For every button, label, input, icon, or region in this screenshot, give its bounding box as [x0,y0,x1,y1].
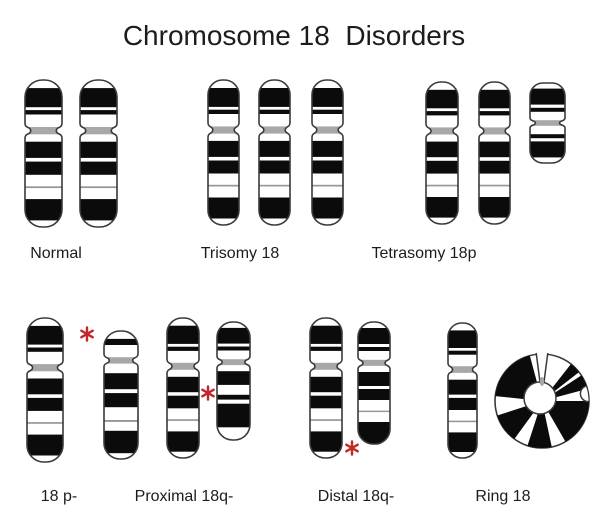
chromosome-deleted-18p [103,330,139,460]
label-trisomy-18: Trisomy 18 [200,245,280,262]
label-18p-minus: 18 p- [40,488,78,505]
label-normal: Normal [30,245,82,262]
chromosome-normal-18 [207,79,240,226]
label-proximal-18q-minus: Proximal 18q- [134,488,234,505]
chromosome-normal-18 [24,79,63,228]
chromosome-normal-18 [425,81,459,225]
chromosome-proximal-18q-del [216,321,251,441]
chromosome-distal-18q-del [357,321,391,445]
chromosome-normal-18 [166,317,200,459]
chromosome-iso-18p [529,82,566,164]
asterisk-marker [345,440,359,456]
label-tetrasomy-18p: Tetrasomy 18p [371,245,477,262]
figure-title: Chromosome 18 Disorders [122,20,466,51]
asterisk-marker [201,385,215,401]
chromosome-normal-18 [309,317,343,459]
chromosome-normal-18 [478,81,511,225]
label-distal-18q-minus: Distal 18q- [317,488,395,505]
chromosome-normal-18 [258,79,291,226]
chromosome-normal-18 [26,317,64,463]
chromosome-normal-18 [447,322,478,459]
ring-chromosome [494,352,590,449]
label-ring-18: Ring 18 [475,488,531,505]
asterisk-marker [80,326,94,342]
chromosome-normal-18 [79,79,118,228]
chromosome-normal-18 [311,79,344,226]
